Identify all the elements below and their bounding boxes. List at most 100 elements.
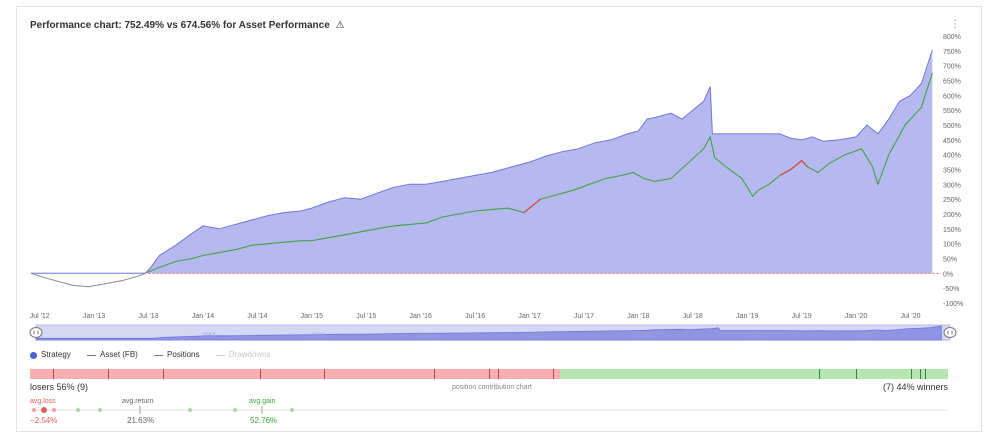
strategy-line: [31, 49, 933, 274]
y-tick-label: 750%: [943, 49, 961, 56]
navigator-year-label: 2020: [858, 333, 872, 339]
chart-title: Performance chart: 752.49% vs 674.56% fo…: [30, 20, 345, 31]
legend-item-positions[interactable]: Positions: [154, 350, 200, 360]
loss-segment: [779, 159, 808, 176]
loser-position-tick[interactable]: [323, 369, 325, 379]
range-navigator[interactable]: 2014 2015 2016 2017 2018 2019 2020: [29, 324, 957, 341]
loser-position-tick[interactable]: [108, 369, 110, 379]
y-tick-label: -100%: [943, 301, 963, 308]
chart-legend: Strategy Asset (FB) Positions Drawdowns: [30, 350, 285, 364]
losers-segment: [30, 369, 560, 379]
y-tick-label: 250%: [943, 197, 961, 204]
return-distribution: avg.loss −2.54% avg.return 21.63% avg.ga…: [30, 398, 948, 430]
gain-point: [98, 408, 102, 412]
losers-label: losers 56% (9): [30, 382, 89, 392]
y-tick-label: 150%: [943, 227, 961, 234]
avg-loss-value: −2.54%: [30, 416, 58, 425]
x-tick-label: Jul '19: [792, 313, 812, 320]
position-contribution-bar[interactable]: [30, 369, 948, 379]
y-tick-label: 650%: [943, 79, 961, 86]
avg-loss-label: avg.loss: [30, 398, 56, 405]
y-tick-label: 50%: [943, 257, 957, 264]
y-tick-label: 0%: [943, 271, 953, 278]
loser-position-tick[interactable]: [553, 369, 555, 379]
gain-point: [188, 408, 192, 412]
legend-label: Asset (FB): [100, 350, 138, 360]
loser-position-tick[interactable]: [259, 369, 261, 379]
x-tick-label: Jan '18: [627, 313, 649, 320]
strategy-dot-icon: [30, 351, 37, 359]
loser-position-tick[interactable]: [52, 369, 54, 379]
x-tick-label: Jul '18: [683, 313, 703, 320]
winner-position-tick[interactable]: [856, 369, 858, 379]
navigator-year-label: 2016: [421, 333, 435, 339]
loss-point: [52, 408, 56, 412]
performance-chart[interactable]: -100% -50% 0% 50% 100% 150% 200% 250% 300% 350% 40…: [0, 0, 986, 345]
line-icon: [154, 354, 164, 356]
legend-label: Positions: [167, 350, 200, 360]
x-tick-label: Jul '20: [901, 313, 921, 320]
legend-label: Strategy: [41, 350, 71, 360]
handle-grip: [29, 327, 43, 338]
winner-position-tick[interactable]: [819, 369, 821, 379]
y-tick-label: 350%: [943, 168, 961, 175]
x-tick-label: Jan '13: [83, 313, 105, 320]
y-tick-label: 600%: [943, 93, 961, 100]
gain-point: [290, 408, 294, 412]
x-tick-label: Jan '19: [736, 313, 758, 320]
avg-gain-value: 52.76%: [250, 416, 278, 425]
loser-position-tick[interactable]: [489, 369, 490, 379]
y-tick-label: 450%: [943, 138, 961, 145]
winners-segment: [559, 369, 948, 379]
x-tick-label: Jan '17: [518, 313, 540, 320]
winner-position-tick[interactable]: [911, 369, 913, 379]
loss-point: [32, 408, 36, 412]
winner-position-tick[interactable]: [925, 369, 927, 379]
x-tick-label: Jul '15: [356, 313, 376, 320]
y-tick-label: 100%: [943, 242, 961, 249]
navigator-year-label: 2017: [530, 333, 544, 339]
navigator-year-label: 2014: [202, 333, 216, 339]
x-tick-label: Jul '17: [574, 313, 594, 320]
x-tick-label: Jan '16: [410, 313, 432, 320]
asset-line-flat: [30, 271, 149, 288]
line-icon: [215, 354, 225, 356]
avg-gain-label: avg.gain: [249, 398, 276, 405]
loser-position-tick[interactable]: [498, 369, 500, 379]
x-tick-label: Jan '14: [192, 313, 214, 320]
winners-label: (7) 44% winners: [882, 382, 948, 392]
loser-position-tick[interactable]: [163, 369, 165, 379]
legend-item-drawdowns[interactable]: Drawdowns: [215, 350, 271, 359]
loser-position-tick[interactable]: [433, 369, 435, 379]
asset-line: [148, 73, 933, 273]
navigator-year-label: 2018: [639, 333, 653, 339]
more-dots-icon[interactable]: ⋮: [950, 19, 960, 30]
avg-return-value: 21.63%: [127, 416, 155, 425]
legend-item-strategy[interactable]: Strategy: [30, 350, 71, 359]
navigator-year-label: 2019: [749, 333, 763, 339]
x-tick-label: Jul '14: [247, 313, 267, 320]
y-tick-label: 550%: [943, 108, 961, 115]
contribution-chart-label: position contribution chart: [452, 384, 532, 391]
x-tick-label: Jul '12: [30, 313, 50, 320]
y-tick-label: 200%: [943, 212, 961, 219]
y-tick-label: 700%: [943, 64, 961, 71]
navigator-year-label: 2015: [311, 333, 325, 339]
y-tick-label: -50%: [943, 286, 959, 293]
x-axis: Jul '12 Jan '13 Jul '13 Jan '14 Jul '14 Jan '…: [30, 313, 921, 320]
loss-segment: [523, 198, 541, 213]
legend-item-asset[interactable]: Asset (FB): [87, 350, 138, 359]
navigator-series: [35, 325, 942, 341]
handle-grip: [943, 327, 957, 338]
line-icon: [87, 354, 97, 356]
gain-point: [233, 408, 237, 412]
warning-icon[interactable]: ⚠: [335, 20, 345, 31]
chart-title-text: Performance chart: 752.49% vs 674.56% fo…: [30, 20, 330, 31]
x-tick-label: Jul '13: [139, 313, 159, 320]
navigator-left-handle[interactable]: [29, 327, 43, 338]
x-tick-label: Jan '15: [301, 313, 323, 320]
navigator-right-handle[interactable]: [943, 327, 957, 338]
winner-position-tick[interactable]: [920, 369, 922, 379]
x-tick-label: Jan '20: [845, 313, 867, 320]
strategy-area: [31, 50, 933, 274]
